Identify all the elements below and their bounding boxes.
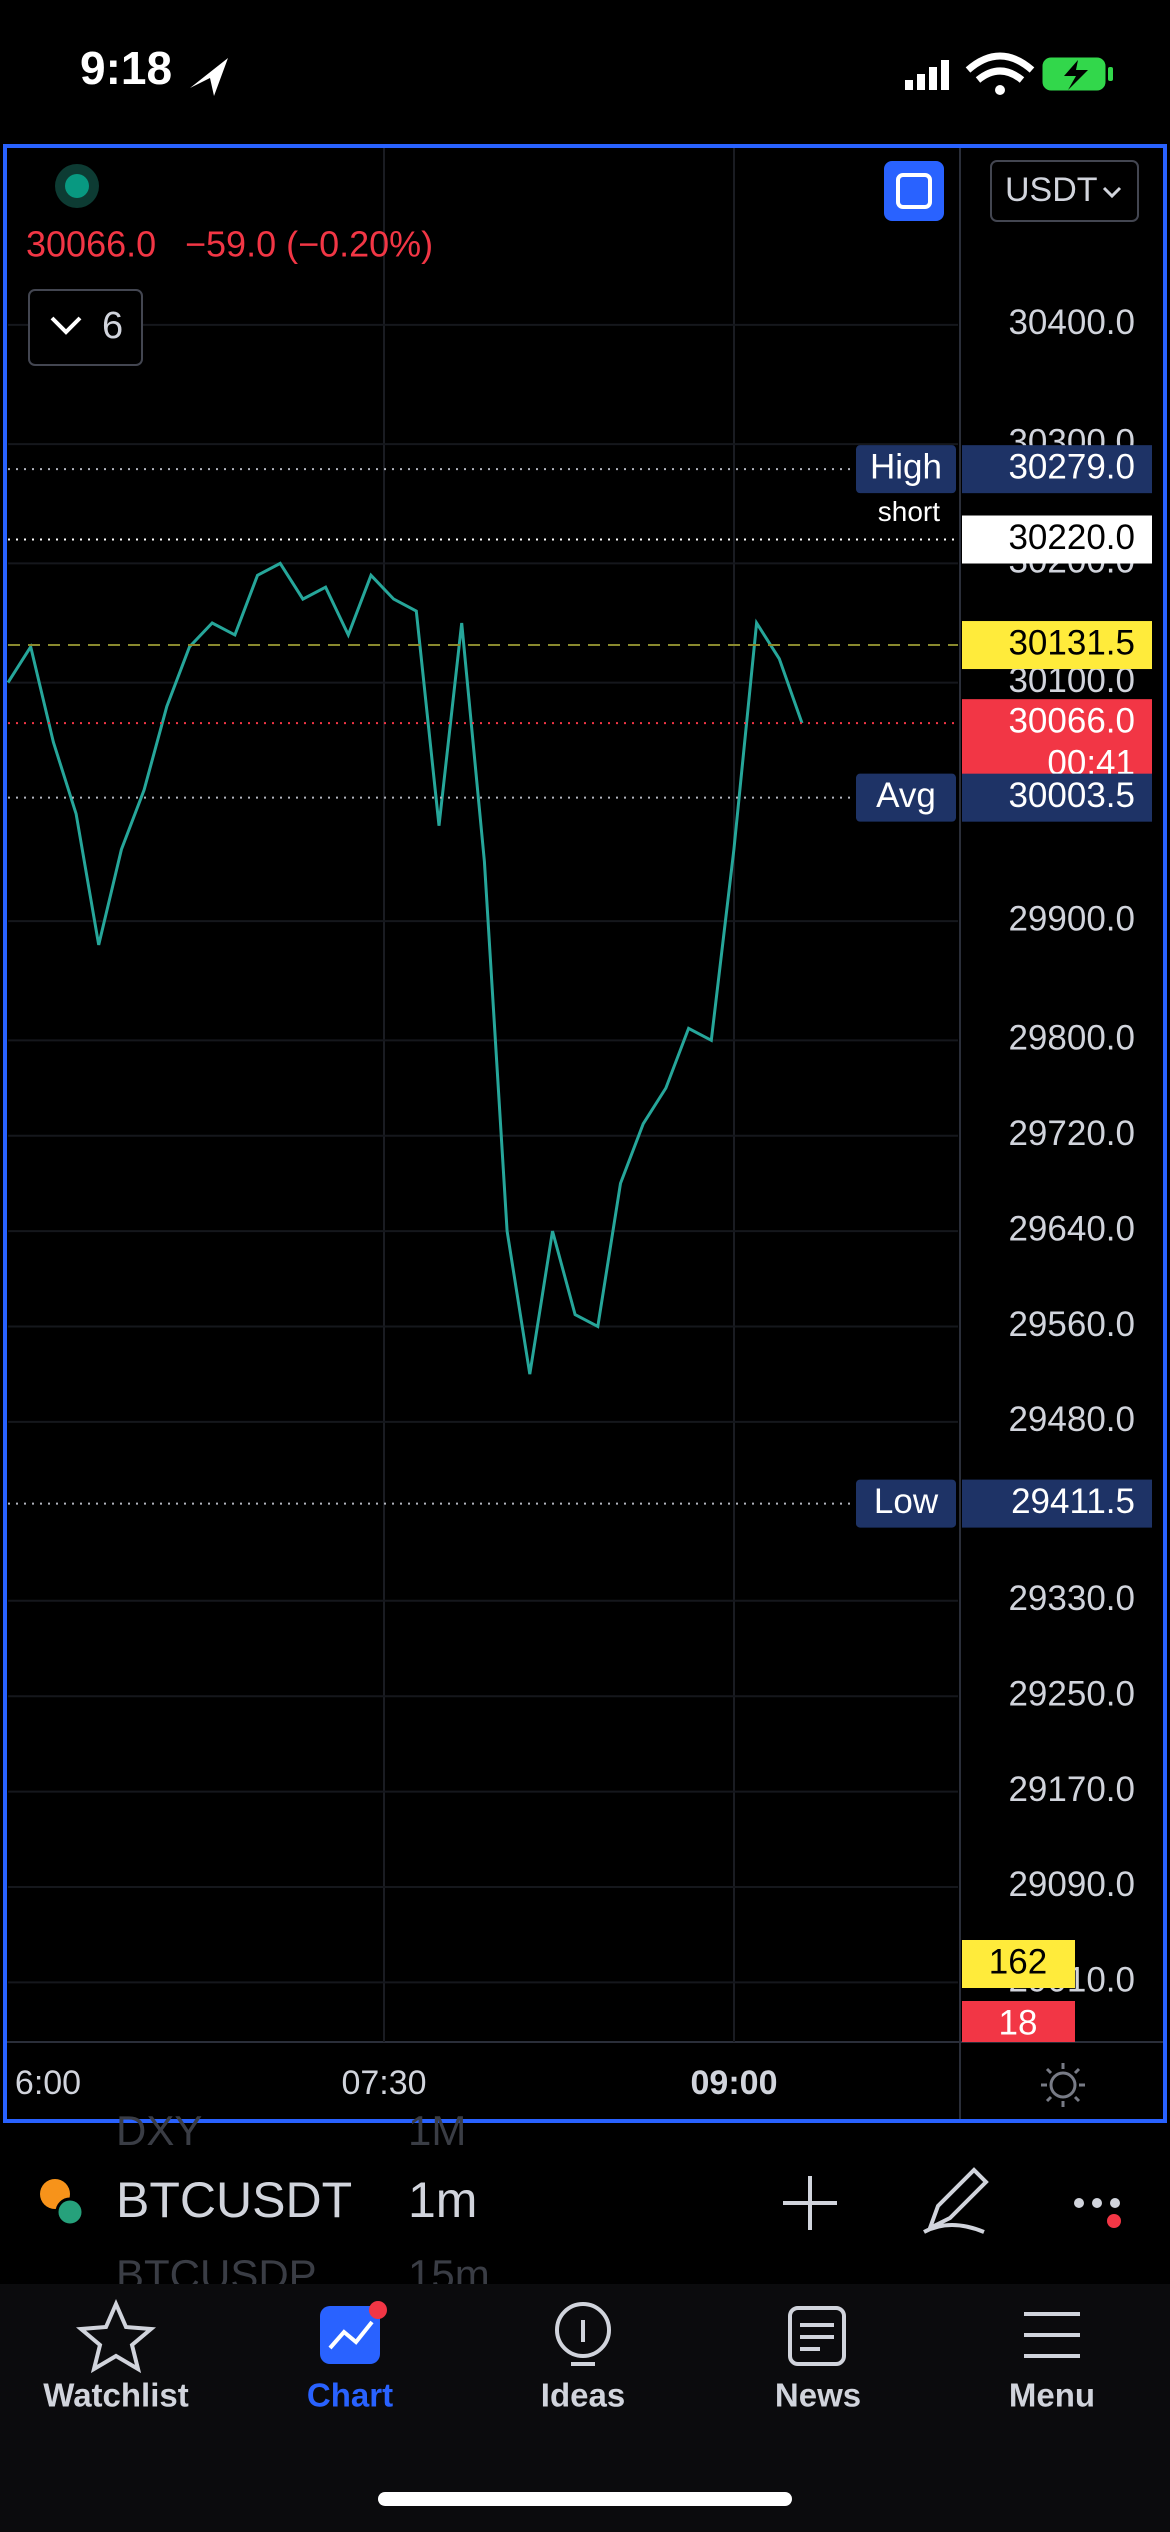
x-tick-label: 09:00 xyxy=(691,2064,778,2102)
level-value: 30003.5 xyxy=(1008,776,1135,815)
level-name: Avg xyxy=(876,776,936,815)
last-price: 30066.0 xyxy=(26,224,156,265)
ideas-icon xyxy=(555,2302,611,2358)
symbol[interactable]: BTCUSDT xyxy=(116,2172,352,2228)
x-tick-label: 07:30 xyxy=(341,2064,426,2102)
y-tick-label: 29480.0 xyxy=(1008,1400,1135,1439)
watchlist-icon xyxy=(75,2298,157,2374)
home-indicator xyxy=(378,2492,792,2506)
y-tick-label: 29330.0 xyxy=(1008,1579,1135,1618)
usdt-icon xyxy=(55,2197,85,2227)
charging-bolt xyxy=(1064,60,1088,90)
level-tag xyxy=(962,445,1152,494)
level-tag xyxy=(962,621,1152,670)
plot-area: 30400.030300.030200.030100.029900.029800… xyxy=(6,148,1152,2042)
wifi-dot xyxy=(995,85,1005,95)
level-name: short xyxy=(878,496,940,527)
tab-label[interactable]: Menu xyxy=(1009,2377,1095,2414)
chart-tab-badge xyxy=(369,2301,387,2319)
volume-tag-label: 18 xyxy=(999,2003,1038,2042)
status-time: 9:18 xyxy=(80,42,172,94)
wifi-icon xyxy=(965,52,1035,83)
volume-tag-label: 162 xyxy=(989,1942,1047,1981)
location-icon xyxy=(190,58,228,96)
time-axis: 6:00 07:30 09:00 xyxy=(15,2064,778,2102)
prev-symbol: DXY xyxy=(116,2107,202,2154)
y-tick-label: 29560.0 xyxy=(1008,1305,1135,1344)
signal-icon xyxy=(905,60,949,90)
level-value: 29411.5 xyxy=(1011,1482,1135,1521)
volume-tag xyxy=(962,2001,1075,2042)
y-tick-label: 29900.0 xyxy=(1008,899,1135,938)
y-tick-label: 29720.0 xyxy=(1008,1114,1135,1153)
status-dot xyxy=(65,174,89,198)
fullscreen-button[interactable] xyxy=(884,161,944,221)
level-name: High xyxy=(870,447,942,486)
tab-label[interactable]: Ideas xyxy=(541,2377,625,2414)
level-name-tag xyxy=(856,773,956,822)
battery-tip xyxy=(1108,67,1113,81)
menu-icon xyxy=(1024,2312,1080,2358)
notification-dot xyxy=(1107,2214,1121,2228)
currency-label: USDT xyxy=(1005,171,1098,209)
news-icon xyxy=(788,2306,846,2366)
level-tag xyxy=(962,773,1152,822)
level-tag xyxy=(962,1479,1152,1528)
level-value: 30220.0 xyxy=(1008,518,1135,557)
x-tick-label: 6:00 xyxy=(15,2064,81,2102)
interval[interactable]: 1m xyxy=(408,2172,477,2228)
indicators-toggle[interactable] xyxy=(28,289,143,366)
tab-label[interactable]: Watchlist xyxy=(43,2377,188,2414)
level-name-tag xyxy=(856,445,956,494)
level-value: 30279.0 xyxy=(1008,447,1135,486)
volume-tag xyxy=(962,1940,1075,1988)
currency-dropdown[interactable] xyxy=(990,160,1139,222)
level-name: Low xyxy=(874,1482,939,1521)
y-tick-label: 29090.0 xyxy=(1008,1865,1135,1904)
chart-frame[interactable] xyxy=(3,144,1167,2123)
dropdown-chevron xyxy=(1102,186,1122,199)
ideas-icon-detail xyxy=(571,2320,595,2366)
level-tag xyxy=(962,515,1152,564)
y-tick-label: 29170.0 xyxy=(1008,1770,1135,1809)
chart-tab-line xyxy=(328,2320,374,2350)
fullscreen-icon xyxy=(896,173,932,209)
prev-interval: 1M xyxy=(408,2107,466,2154)
price-line xyxy=(6,561,804,1375)
more-button[interactable] xyxy=(1074,2198,1120,2208)
y-tick-label: 30400.0 xyxy=(1008,303,1135,342)
level-name-tag xyxy=(856,1479,956,1528)
y-tick-label: 29640.0 xyxy=(1008,1209,1135,1248)
level-value: 30131.5 xyxy=(1008,623,1135,662)
settings-icon[interactable] xyxy=(1041,2063,1085,2107)
tab-labels: Watchlist Chart Ideas News Menu xyxy=(43,2377,1095,2414)
tab-label[interactable]: News xyxy=(775,2377,861,2414)
price-change: −59.0 (−0.20%) xyxy=(185,224,433,265)
y-tick-label: 29800.0 xyxy=(1008,1019,1135,1058)
y-tick-label: 29250.0 xyxy=(1008,1674,1135,1713)
chevron-icon xyxy=(50,316,82,335)
indicators-count: 6 xyxy=(102,305,123,347)
drawing-button[interactable] xyxy=(923,2167,989,2234)
tab-label[interactable]: Chart xyxy=(307,2377,393,2414)
news-icon-lines xyxy=(800,2323,834,2351)
level-value: 30066.0 xyxy=(1008,701,1135,740)
add-button[interactable] xyxy=(783,2176,837,2230)
